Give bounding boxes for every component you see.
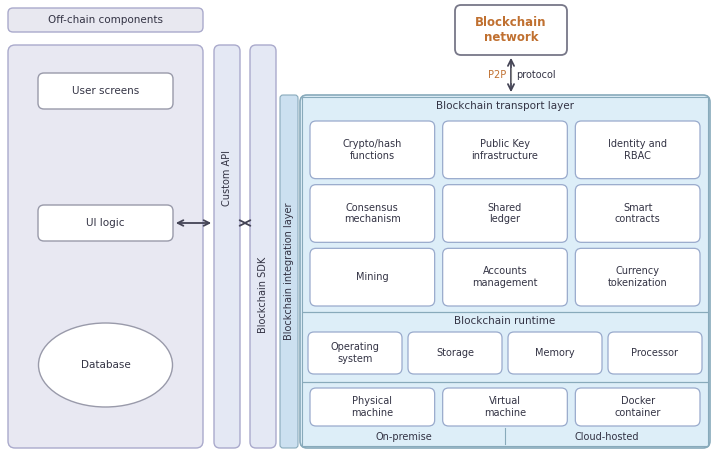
FancyBboxPatch shape <box>455 5 567 55</box>
FancyBboxPatch shape <box>300 95 710 448</box>
FancyBboxPatch shape <box>308 332 402 374</box>
FancyBboxPatch shape <box>8 45 203 448</box>
Text: Blockchain SDK: Blockchain SDK <box>258 257 268 333</box>
Text: Shared
ledger: Shared ledger <box>488 203 522 224</box>
Text: Currency
tokenization: Currency tokenization <box>608 267 668 288</box>
Text: Mining: Mining <box>356 272 388 282</box>
Text: Off-chain components: Off-chain components <box>48 15 163 25</box>
Text: UI logic: UI logic <box>86 218 125 228</box>
Text: Docker
container: Docker container <box>615 396 661 418</box>
FancyBboxPatch shape <box>575 121 700 179</box>
Text: On-premise: On-premise <box>375 432 432 442</box>
FancyBboxPatch shape <box>280 95 298 448</box>
FancyBboxPatch shape <box>575 388 700 426</box>
Text: Storage: Storage <box>436 348 474 358</box>
FancyBboxPatch shape <box>443 388 567 426</box>
FancyBboxPatch shape <box>575 248 700 306</box>
Bar <box>302 97 708 312</box>
FancyBboxPatch shape <box>250 45 276 448</box>
Text: Virtual
machine: Virtual machine <box>484 396 526 418</box>
FancyBboxPatch shape <box>443 185 567 242</box>
FancyBboxPatch shape <box>8 8 203 32</box>
Text: Database: Database <box>80 360 131 370</box>
Text: protocol: protocol <box>516 70 556 80</box>
FancyBboxPatch shape <box>575 185 700 242</box>
Bar <box>302 312 708 382</box>
Text: Blockchain runtime: Blockchain runtime <box>454 316 556 326</box>
FancyBboxPatch shape <box>608 332 702 374</box>
FancyBboxPatch shape <box>508 332 602 374</box>
Bar <box>302 382 708 446</box>
Text: Operating
system: Operating system <box>330 342 379 364</box>
Text: Smart
contracts: Smart contracts <box>615 203 661 224</box>
Text: Identity and
RBAC: Identity and RBAC <box>608 139 667 161</box>
FancyBboxPatch shape <box>408 332 502 374</box>
Text: Memory: Memory <box>535 348 575 358</box>
FancyBboxPatch shape <box>310 248 434 306</box>
Text: Blockchain integration layer: Blockchain integration layer <box>284 203 294 340</box>
Text: Blockchain transport layer: Blockchain transport layer <box>436 101 574 111</box>
Text: Processor: Processor <box>632 348 679 358</box>
Text: Public Key
infrastructure: Public Key infrastructure <box>472 139 538 161</box>
Ellipse shape <box>39 323 172 407</box>
Text: Cloud-hosted: Cloud-hosted <box>574 432 639 442</box>
FancyBboxPatch shape <box>214 45 240 448</box>
Text: User screens: User screens <box>72 86 139 96</box>
FancyBboxPatch shape <box>443 121 567 179</box>
FancyBboxPatch shape <box>38 73 173 109</box>
Text: Physical
machine: Physical machine <box>351 396 393 418</box>
FancyBboxPatch shape <box>38 205 173 241</box>
Text: Blockchain
network: Blockchain network <box>475 16 546 44</box>
FancyBboxPatch shape <box>310 121 434 179</box>
Text: Accounts
management: Accounts management <box>472 267 538 288</box>
Text: Consensus
mechanism: Consensus mechanism <box>344 203 401 224</box>
Text: Crypto/hash
functions: Crypto/hash functions <box>342 139 402 161</box>
Text: P2P: P2P <box>488 70 506 80</box>
FancyBboxPatch shape <box>310 185 434 242</box>
FancyBboxPatch shape <box>443 248 567 306</box>
FancyBboxPatch shape <box>310 388 434 426</box>
Text: Custom API: Custom API <box>222 150 232 206</box>
